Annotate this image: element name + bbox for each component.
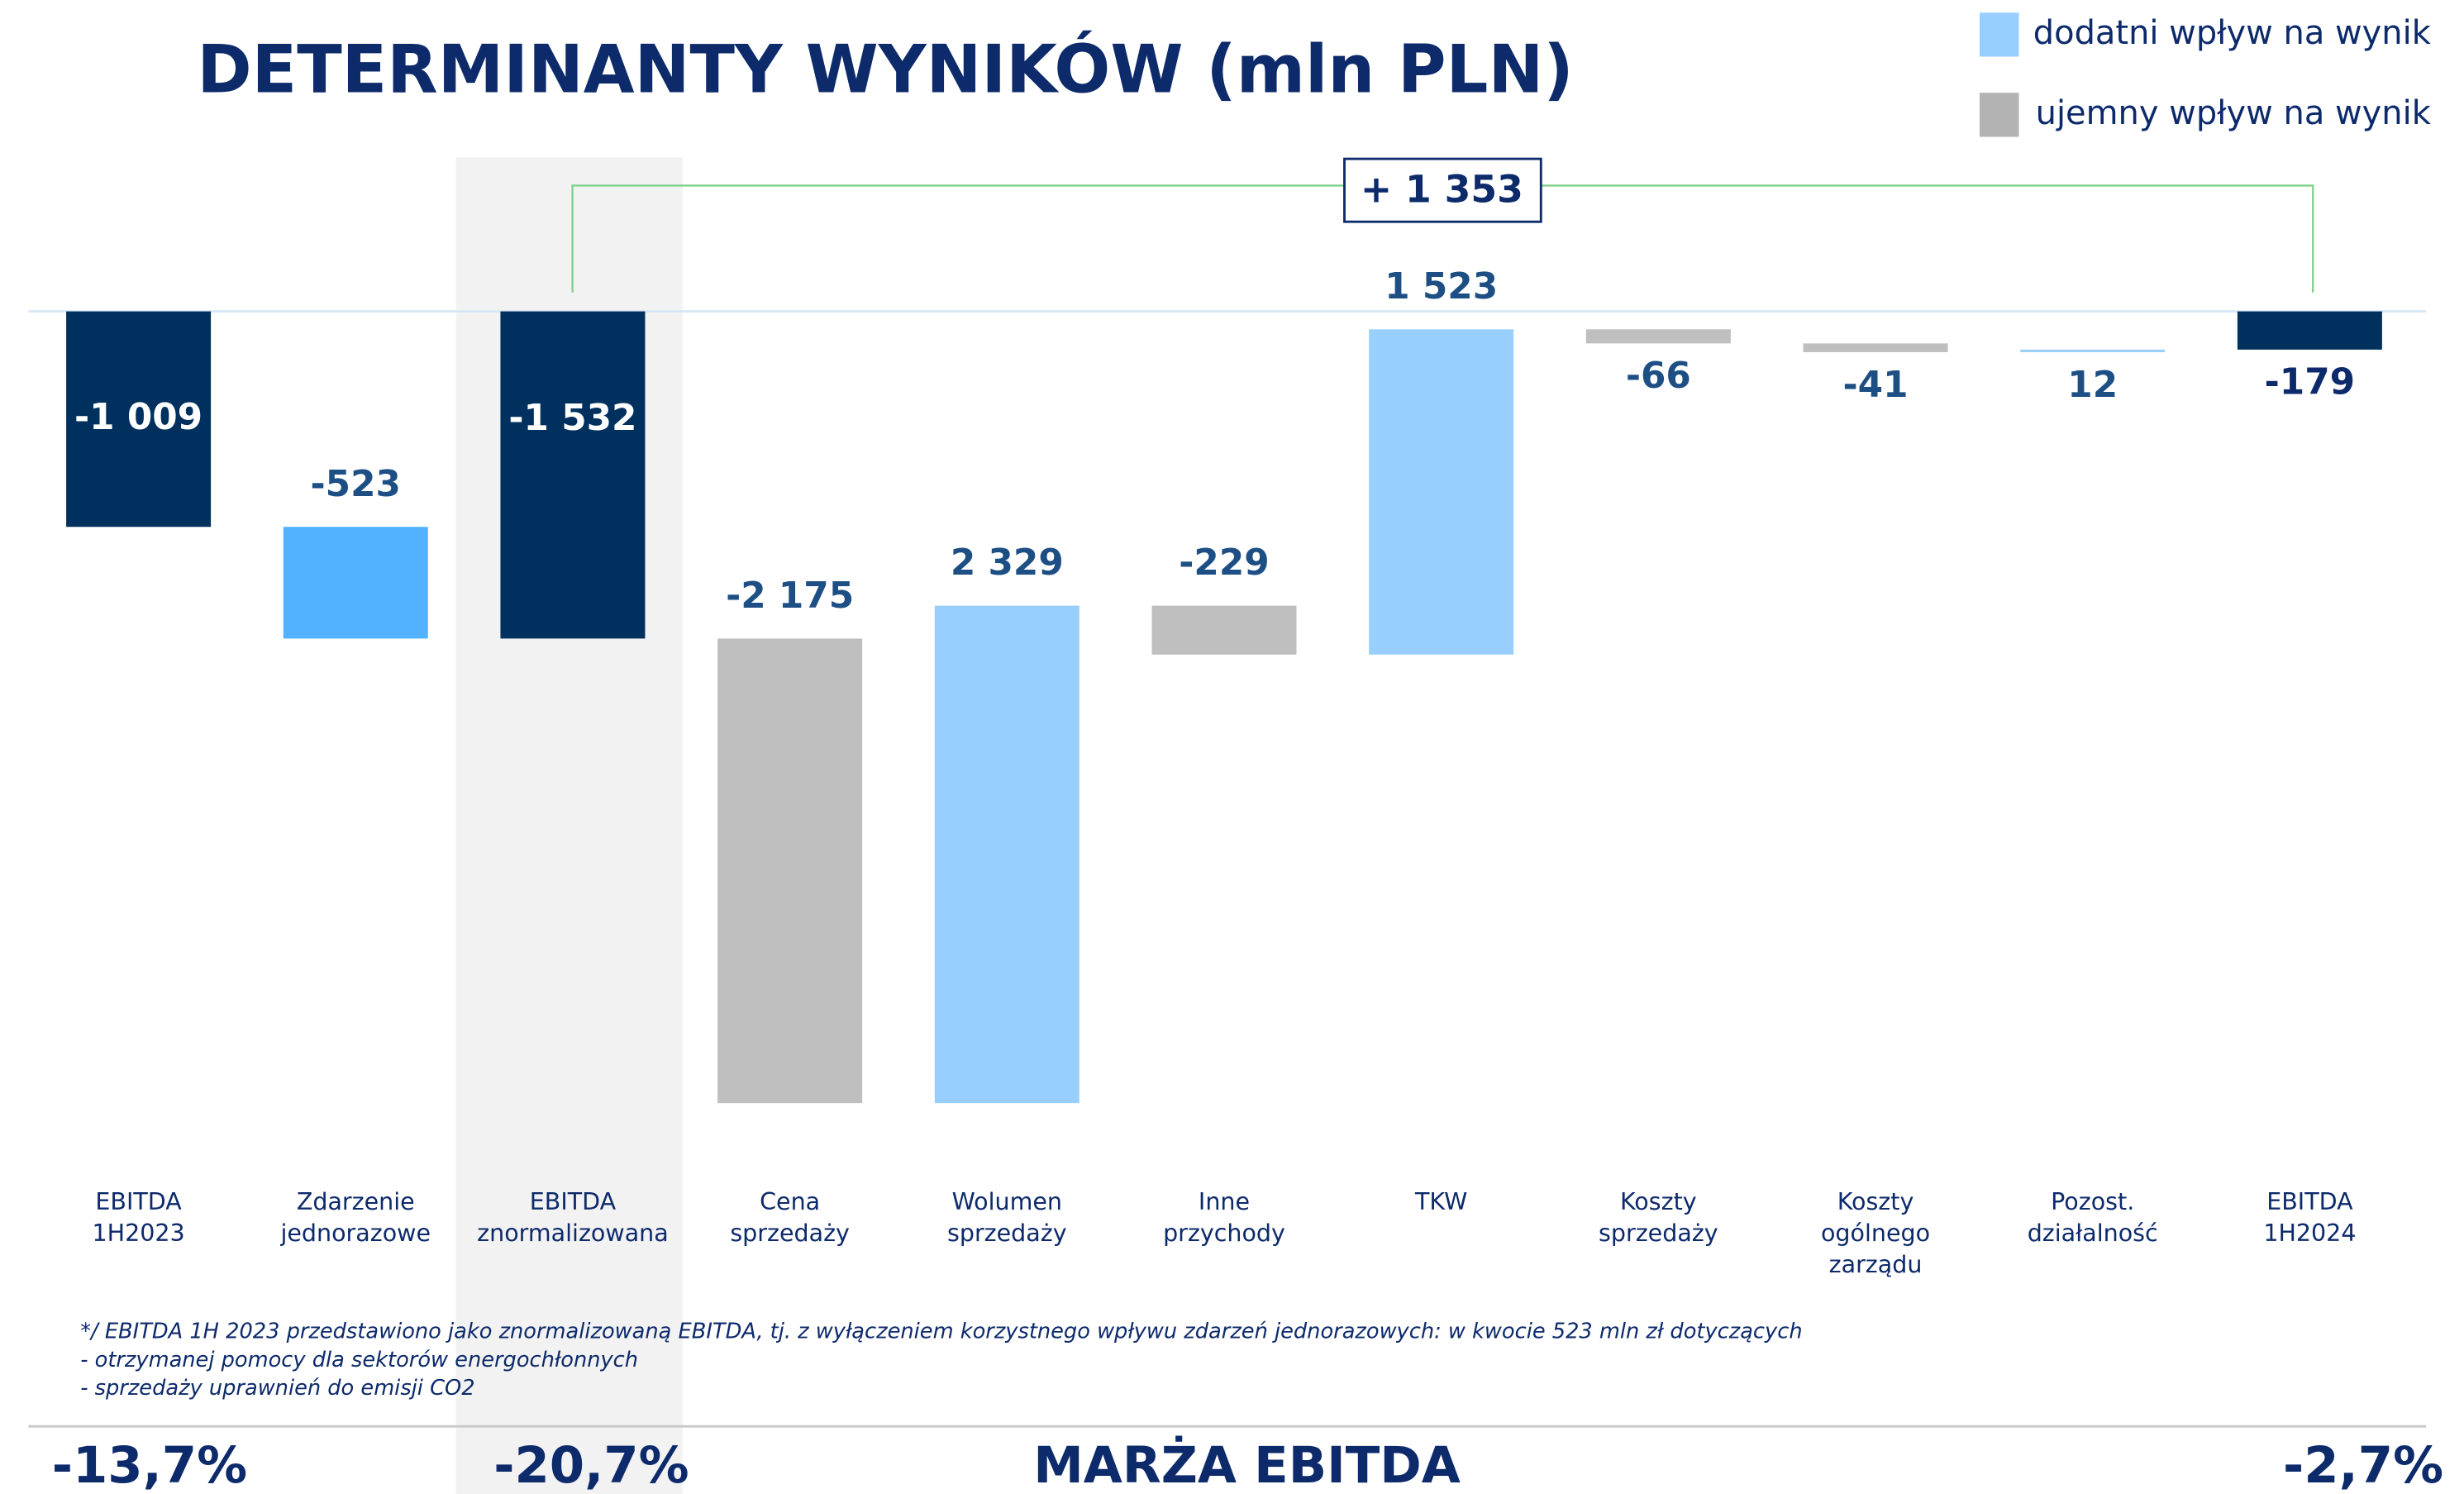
value-label: -41 <box>1843 364 1909 406</box>
x-tick-label: Inne przychody <box>1163 1188 1285 1247</box>
legend-swatch <box>1979 93 2019 137</box>
x-tick-line: Koszty <box>1837 1188 1914 1215</box>
bar <box>1151 605 1297 655</box>
x-tick-line: Inne <box>1199 1188 1250 1215</box>
x-tick-line: 1H2024 <box>2263 1220 2356 1247</box>
legend-swatch <box>1979 12 2019 57</box>
x-tick-line: sprzedaży <box>730 1220 850 1247</box>
bar <box>1369 329 1514 655</box>
x-tick-line: 1H2023 <box>93 1220 185 1247</box>
annotation-box <box>1343 157 1542 223</box>
x-tick-line: TKW <box>1414 1188 1467 1215</box>
x-tick-label: Koszty sprzedaży <box>1599 1188 1718 1247</box>
bar <box>66 311 212 527</box>
x-tick-label: Wolumen sprzedaży <box>947 1188 1067 1247</box>
bar <box>2237 311 2382 350</box>
x-tick-label: EBITDA znormalizowana <box>477 1188 669 1247</box>
value-label: -229 <box>1179 542 1269 584</box>
x-tick-line: EBITDA <box>530 1188 617 1215</box>
value-label: -1 009 <box>74 396 203 438</box>
bar <box>500 311 646 639</box>
x-tick-line: sprzedaży <box>947 1220 1067 1247</box>
x-tick-line: Cena <box>760 1188 820 1215</box>
bar <box>717 638 863 1104</box>
footnote: - sprzedaży uprawnień do emisji CO2 <box>80 1376 474 1401</box>
x-tick-line: EBITDA <box>95 1188 182 1215</box>
bar <box>1585 329 1731 344</box>
chart-title: DETERMINANTY WYNIKÓW (mln PLN) <box>197 30 1573 107</box>
margin-title: MARŻA EBITDA <box>1033 1435 1461 1494</box>
x-tick-line: EBITDA <box>2266 1188 2353 1215</box>
value-label: 2 329 <box>951 542 1064 584</box>
bar <box>283 527 428 639</box>
x-tick-line: Wolumen <box>952 1188 1062 1215</box>
x-tick-label: Zdarzenie jednorazowe <box>279 1188 431 1247</box>
legend-label: dodatni wpływ na wynik <box>2033 14 2432 52</box>
x-tick-line: przychody <box>1163 1220 1285 1247</box>
footnote: - otrzymanej pomocy dla sektorów energoc… <box>80 1348 638 1372</box>
value-label: 1 523 <box>1385 265 1498 308</box>
x-tick-line: Koszty <box>1620 1188 1697 1215</box>
value-label: -2 175 <box>726 575 854 617</box>
x-tick-label: Pozost. działalność <box>2028 1188 2158 1247</box>
x-tick-label: Cena sprzedaży <box>730 1188 850 1247</box>
margin-value: -20,7% <box>493 1437 689 1494</box>
x-tick-label: TKW <box>1414 1188 1467 1215</box>
x-tick-line: ogólnego <box>1821 1220 1930 1247</box>
annotation: + 1 353 <box>1361 168 1523 212</box>
value-label: -66 <box>1626 355 1691 397</box>
value-label: -523 <box>311 463 401 505</box>
x-tick-line: jednorazowe <box>279 1220 431 1247</box>
x-tick-label: EBITDA 1H2024 <box>2263 1188 2356 1247</box>
x-tick-line: zarządu <box>1829 1251 1923 1278</box>
legend-label: ujemny wpływ na wynik <box>2036 94 2432 132</box>
value-label: -1 532 <box>508 397 636 439</box>
x-tick-label: EBITDA 1H2023 <box>93 1188 185 1247</box>
margin-value: -2,7% <box>2283 1437 2443 1494</box>
footnote: */ EBITDA 1H 2023 przedstawiono jako zno… <box>80 1320 1802 1344</box>
x-tick-label: Koszty ogólnego zarządu <box>1821 1188 1930 1278</box>
bar <box>2020 349 2166 352</box>
x-tick-line: znormalizowana <box>477 1220 669 1247</box>
value-label: -179 <box>2265 361 2355 403</box>
x-tick-line: Pozost. <box>2051 1188 2134 1215</box>
bar <box>1803 343 1948 352</box>
margin-value: -13,7% <box>52 1437 247 1494</box>
x-tick-line: sprzedaży <box>1599 1220 1718 1247</box>
x-tick-line: Zdarzenie <box>297 1188 415 1215</box>
value-label: 12 <box>2067 364 2118 406</box>
bar <box>934 605 1079 1104</box>
x-tick-line: działalność <box>2028 1220 2158 1247</box>
